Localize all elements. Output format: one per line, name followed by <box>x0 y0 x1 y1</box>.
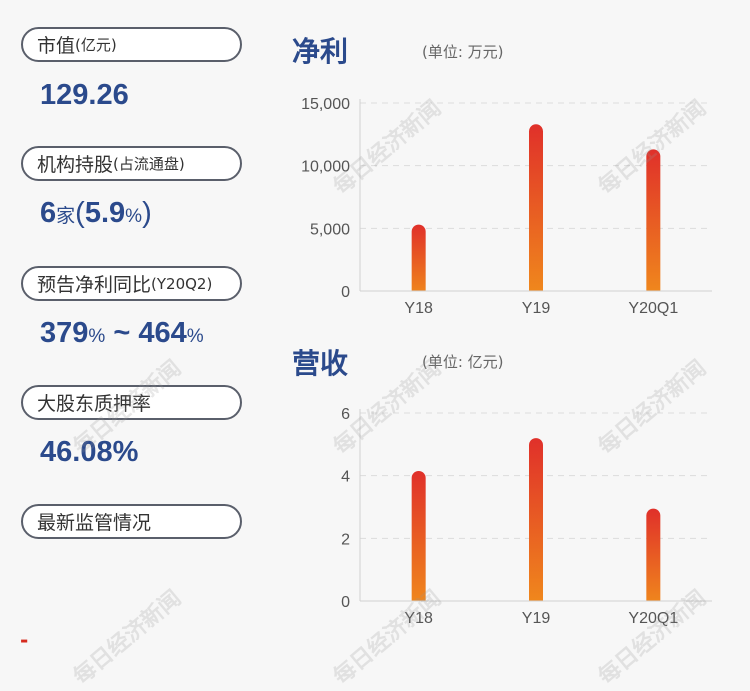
x-tick-label: Y19 <box>522 300 551 317</box>
market-cap-label: 市值 <box>37 35 76 57</box>
forecast-low: 379 <box>40 317 89 349</box>
institutions-close: ) <box>142 197 152 229</box>
bar[interactable] <box>411 470 426 607</box>
forecast-pill[interactable]: 预告净利同比 (Y20Q2) <box>21 266 242 301</box>
institutions-pct: 5.9 <box>84 197 126 229</box>
alert-dash: - <box>20 628 29 652</box>
institutions-pct-unit: % <box>125 206 143 227</box>
forecast-high-unit: % <box>186 326 204 347</box>
revenue-unit-label: (单位: 亿元) <box>422 353 504 371</box>
bar[interactable] <box>646 149 661 297</box>
x-tick-label: Y20Q1 <box>628 610 678 627</box>
market-cap-pill[interactable]: 市值 (亿元) <box>21 27 242 62</box>
revenue-chart-title: 营收 <box>292 347 349 380</box>
profit-chart: 0 5,000 10,000 15,000 Y18 Y19 Y20Q1 <box>301 96 712 317</box>
forecast-value: 379% ~ 464% <box>40 317 204 350</box>
y-tick-label: 0 <box>341 594 350 611</box>
institutions-count: 6 <box>40 197 57 229</box>
x-tick-label: Y18 <box>404 610 433 627</box>
supervision-label: 最新监管情况 <box>37 512 152 534</box>
profit-chart-title: 净利 <box>292 35 349 68</box>
bar[interactable] <box>529 124 543 297</box>
forecast-sub: (Y20Q2) <box>151 274 213 293</box>
y-tick-label: 6 <box>341 406 350 423</box>
market-cap-value: 129.26 <box>40 79 129 111</box>
market-cap-unit: (亿元) <box>75 36 117 54</box>
institutions-sub: (占流通盘) <box>113 155 185 173</box>
profit-unit-label: (单位: 万元) <box>422 43 504 61</box>
pledge-label: 大股东质押率 <box>37 393 152 415</box>
forecast-low-unit: % <box>88 326 106 347</box>
institutions-count-unit: 家 <box>56 206 76 227</box>
institutions-value: 6家(5.9%) <box>40 197 152 230</box>
x-tick-label: Y18 <box>404 300 433 317</box>
bar[interactable] <box>529 438 543 607</box>
institutions-pill[interactable]: 机构持股 (占流通盘) <box>21 146 242 181</box>
y-tick-label: 10,000 <box>301 159 350 176</box>
axis-cover <box>361 601 712 609</box>
y-tick-label: 5,000 <box>310 221 350 238</box>
y-tick-label: 0 <box>341 284 350 301</box>
supervision-pill[interactable]: 最新监管情况 <box>21 504 242 539</box>
pledge-value: 46.08% <box>40 436 139 468</box>
forecast-sep: ~ <box>105 317 139 349</box>
revenue-chart: 0 2 4 6 Y18 Y19 Y20Q1 <box>341 406 712 627</box>
left-panel: 市值 (亿元) 129.26 机构持股 (占流通盘) 6家(5.9%) 预告净利同比… <box>0 0 270 676</box>
institutions-label: 机构持股 <box>37 154 114 176</box>
bar[interactable] <box>411 224 426 297</box>
axis-cover <box>361 291 712 299</box>
y-tick-label: 15,000 <box>301 96 350 113</box>
bar[interactable] <box>646 508 661 607</box>
y-tick-label: 2 <box>341 531 350 548</box>
pledge-pill[interactable]: 大股东质押率 <box>21 385 242 420</box>
forecast-high: 464 <box>138 317 187 349</box>
forecast-label: 预告净利同比 <box>37 274 152 296</box>
x-tick-label: Y19 <box>522 610 551 627</box>
x-tick-label: Y20Q1 <box>628 300 678 317</box>
institutions-open: ( <box>75 197 85 229</box>
y-tick-label: 4 <box>341 469 350 486</box>
